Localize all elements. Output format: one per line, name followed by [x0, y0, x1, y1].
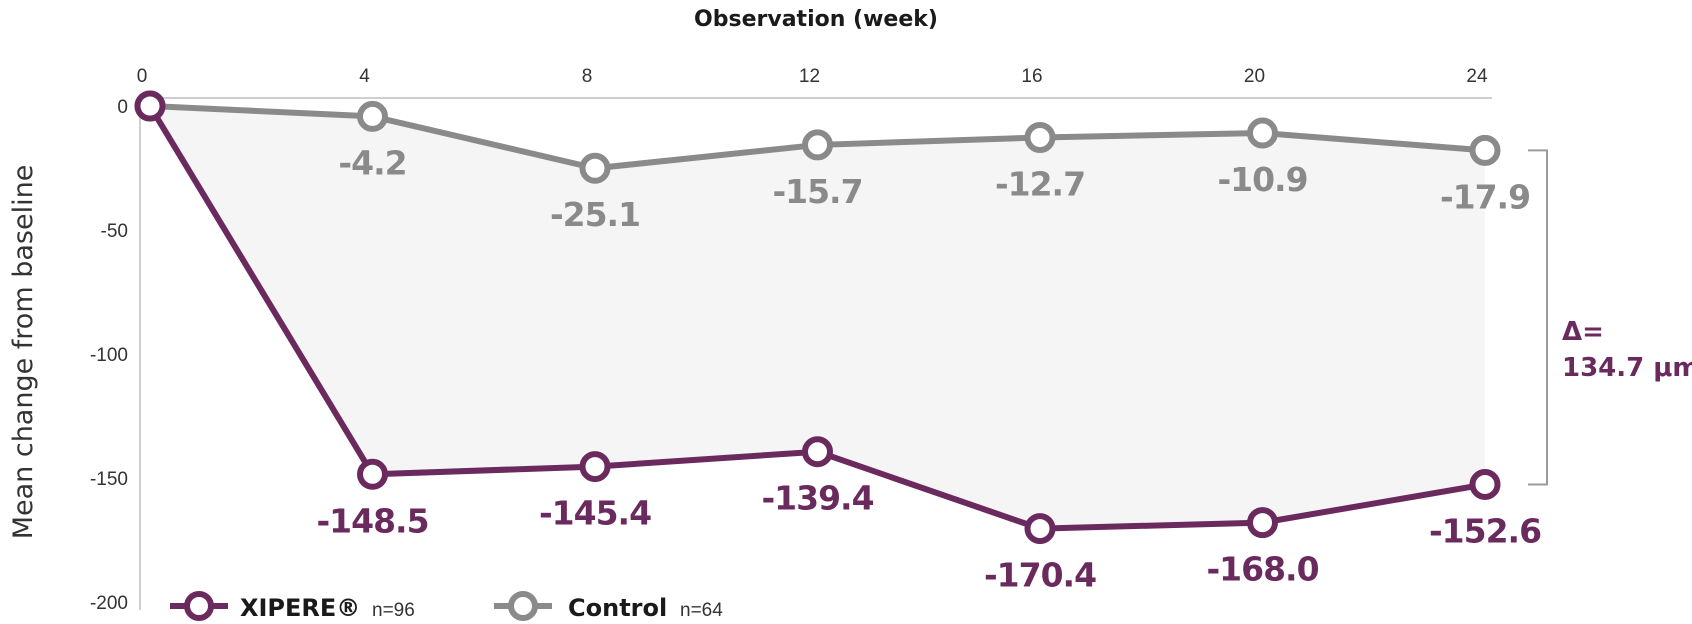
delta-bracket [1528, 149, 1548, 486]
data-label-xipere: -168.0 [1206, 550, 1318, 589]
x-tick-label: 16 [1021, 66, 1042, 87]
data-label-xipere: -152.6 [1429, 511, 1541, 550]
delta-annotation-line1: Δ= [1562, 317, 1604, 347]
y-axis-title: Mean change from baseline [8, 165, 39, 540]
data-label-control: -15.7 [772, 172, 862, 211]
data-label-control: -4.2 [338, 143, 406, 182]
y-tick-label: -200 [90, 593, 128, 614]
data-point-xipere [1247, 507, 1278, 539]
x-tick-label: 12 [799, 66, 820, 87]
series-control: -4.2 -25.1 -15.7 -12.7 -10.9 -17.9 [134, 90, 1531, 234]
data-label-xipere: -148.5 [316, 501, 428, 540]
y-tick-label: -100 [90, 345, 128, 366]
data-point-control [1247, 117, 1278, 149]
legend: XIPERE® n=96 Control n=64 [170, 591, 723, 622]
data-point-control [1024, 121, 1056, 153]
y-tick-labels: 0 -50 -100 -150 -200 [90, 97, 128, 614]
data-label-control: -25.1 [550, 195, 640, 234]
data-label-xipere: -145.4 [539, 494, 651, 533]
difference-fill-area [150, 106, 1485, 529]
y-tick-label: -50 [101, 221, 128, 242]
legend-label-xipere: XIPERE® [240, 594, 360, 622]
legend-n-control: n=64 [680, 600, 723, 621]
y-tick-label: 0 [117, 97, 128, 118]
x-tick-label: 8 [582, 66, 593, 87]
data-point-xipere [1024, 513, 1056, 545]
legend-swatch-marker-control [508, 591, 538, 621]
data-point-control [357, 100, 388, 132]
legend-n-xipere: n=96 [372, 600, 415, 621]
data-label-xipere: -139.4 [761, 479, 873, 518]
data-point-control [802, 129, 833, 161]
series-layer: -4.2 -25.1 -15.7 -12.7 -10.9 -17.9 -148.5 -145.… [134, 90, 1542, 595]
data-point-control [1469, 134, 1501, 166]
legend-item-xipere: XIPERE® n=96 [170, 591, 415, 622]
x-tick-label: 20 [1244, 66, 1265, 87]
legend-swatch-marker-xipere [184, 591, 214, 621]
data-label-control: -17.9 [1440, 177, 1530, 216]
data-point-xipere [134, 90, 166, 122]
x-tick-label: 0 [137, 66, 148, 87]
delta-annotation-line2: 134.7 μm [1562, 353, 1692, 383]
data-point-control [579, 152, 611, 184]
x-axis-title: Observation (week) [694, 7, 938, 32]
y-tick-label: -150 [90, 469, 128, 490]
data-point-xipere [1469, 468, 1501, 500]
data-point-xipere [802, 436, 833, 468]
legend-item-control: Control n=64 [494, 591, 723, 622]
data-point-xipere [357, 458, 388, 490]
series-xipere: -148.5 -145.4 -139.4 -170.4 -168.0 -152.6 [134, 90, 1542, 595]
x-tick-labels: 0 4 8 12 16 20 24 [137, 66, 1488, 87]
data-point-xipere [579, 451, 611, 483]
x-tick-label: 4 [359, 66, 370, 87]
data-label-xipere: -170.4 [984, 556, 1096, 595]
data-label-control: -12.7 [995, 164, 1085, 203]
x-tick-label: 24 [1466, 66, 1488, 87]
legend-label-control: Control [568, 594, 667, 622]
data-label-control: -10.9 [1217, 160, 1307, 199]
